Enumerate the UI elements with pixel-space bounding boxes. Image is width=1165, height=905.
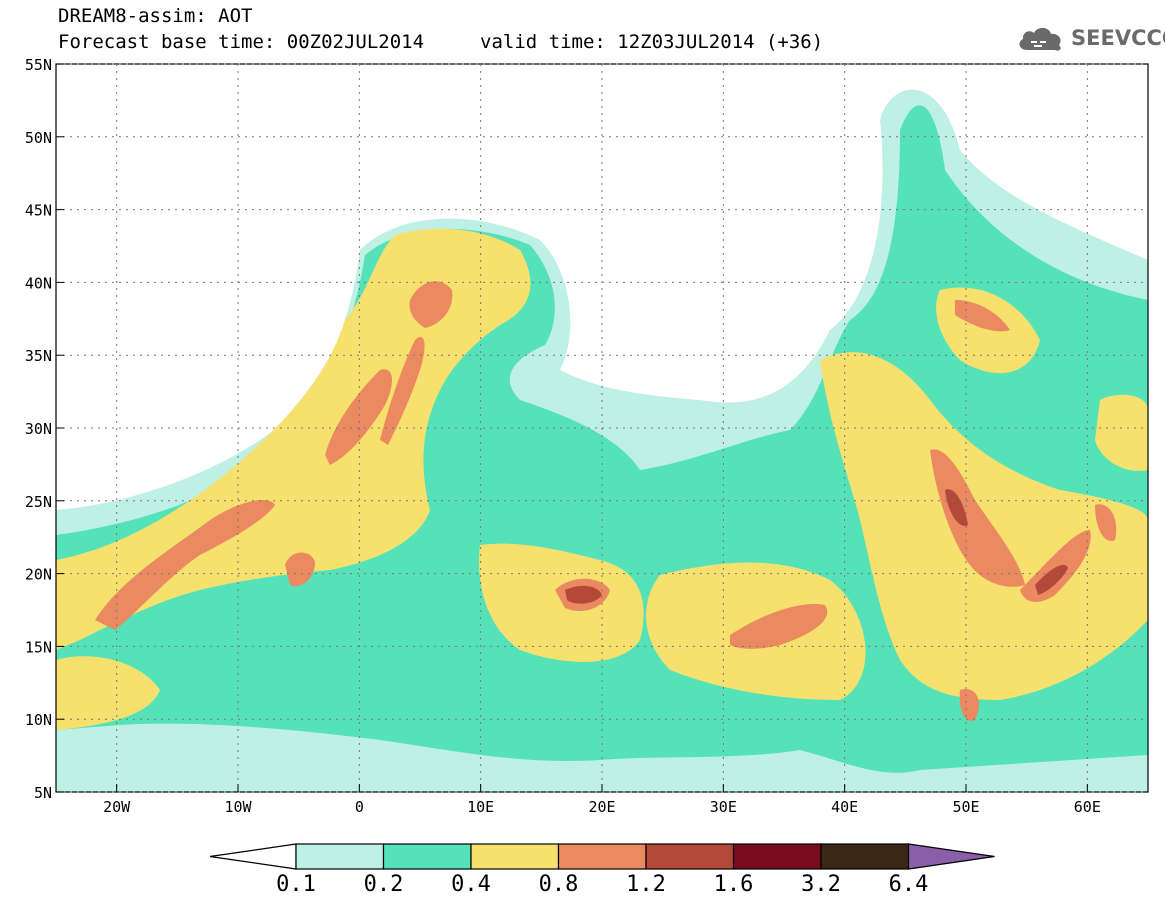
lon-tick-label: 30E	[710, 798, 737, 816]
aot-band-0.2	[56, 105, 1148, 773]
lat-tick-label: 35N	[25, 347, 52, 365]
forecast-base-time: Forecast base time: 00Z02JUL2014	[58, 31, 425, 53]
aot-band-0.8	[380, 336, 425, 445]
colorbar-label: 0.8	[538, 872, 579, 897]
valid-time: valid time: 12Z03JUL2014 (+36)	[480, 31, 824, 53]
colorbar-label: 1.6	[713, 872, 754, 897]
aot-band-0.4	[1095, 394, 1148, 471]
aot-band-0.8	[730, 604, 828, 649]
lon-tick-label: 10E	[467, 798, 494, 816]
axis-ticks: 55N 50N 45N 40N 35N 30N 25N 20N 15N 10N 5N 20W 10W 0 1…	[25, 56, 1101, 816]
colorbar-label: 0.4	[451, 872, 491, 897]
lon-tick-label: 0	[355, 798, 364, 816]
lat-tick-label: 40N	[25, 274, 52, 292]
aot-band-0.8	[325, 369, 392, 465]
lon-tick-label: 20E	[588, 798, 615, 816]
colorbar-over-triangle	[907, 843, 995, 870]
colorbar-under-triangle	[209, 843, 297, 870]
colorbar-label: 1.2	[626, 872, 666, 897]
lat-tick-label: 55N	[25, 56, 52, 74]
colorbar-bin	[557, 843, 647, 870]
lat-tick-label: 50N	[25, 129, 52, 147]
aot-band-0.4	[56, 228, 531, 650]
aot-band-1.2	[1035, 564, 1068, 595]
lat-tick-label: 30N	[25, 420, 52, 438]
colorbar-bin	[820, 843, 910, 870]
aot-band-0.8	[955, 300, 1010, 332]
aot-band-0.8	[409, 281, 453, 328]
aot-band-1.2	[565, 585, 602, 604]
lat-tick-label: 25N	[25, 493, 52, 511]
colorbar-bin	[382, 843, 472, 870]
logo-text: SEEVCCC	[1071, 26, 1165, 50]
aot-band-0.8	[285, 552, 315, 587]
colorbar-bin	[645, 843, 735, 870]
aot-band-0.8	[930, 449, 1025, 587]
aot-field	[56, 89, 1148, 792]
aot-band-0.4	[56, 656, 160, 730]
lon-tick-label: 10W	[224, 798, 252, 816]
lat-tick-label: 20N	[25, 566, 52, 584]
lon-tick-label: 40E	[831, 798, 858, 816]
colorbar-bin	[732, 843, 822, 870]
colorbar-label: 6.4	[888, 872, 929, 897]
aot-band-0.8	[95, 500, 275, 630]
colorbar-label: 0.2	[363, 872, 404, 897]
lon-tick-label: 60E	[1074, 798, 1101, 816]
lon-tick-label: 20W	[103, 798, 131, 816]
lat-tick-label: 5N	[34, 784, 52, 802]
colorbar-label: 0.1	[276, 872, 316, 897]
aot-band-1.2	[945, 489, 968, 526]
lat-tick-label: 15N	[25, 638, 52, 656]
colorbar	[209, 843, 995, 870]
colorbar-bin	[295, 843, 385, 870]
cloud-icon	[1019, 27, 1061, 51]
lat-tick-label: 45N	[25, 202, 52, 220]
aot-band-0.8	[959, 689, 980, 721]
colorbar-label: 3.2	[801, 872, 841, 897]
lon-tick-label: 50E	[952, 798, 979, 816]
colorbar-bin	[470, 843, 560, 870]
plot-title: DREAM8-assim: AOT	[58, 5, 253, 27]
aot-band-0.8	[1095, 504, 1117, 541]
lat-tick-label: 10N	[25, 711, 52, 729]
seevccc-logo: SEEVCCC	[1015, 22, 1165, 56]
